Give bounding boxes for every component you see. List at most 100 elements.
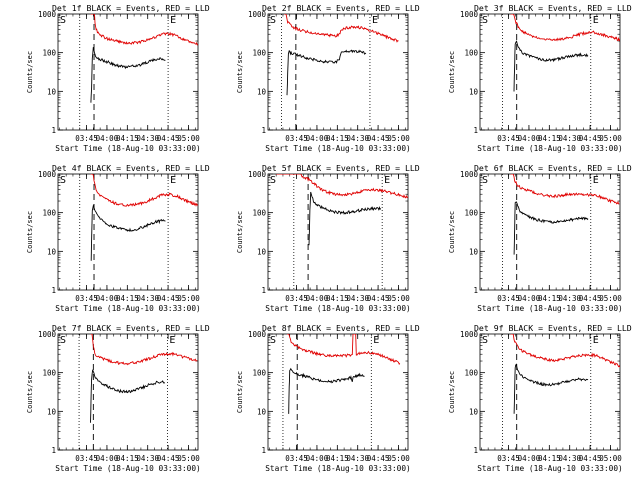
series-line-lld [276,174,408,199]
y-axis-label: Counts/sec [448,371,456,413]
end-marker-label: E [593,15,599,26]
y-tick-label: 100 [42,209,56,218]
chart-title: Det 1f BLACK = Events, RED = LLD [52,3,210,13]
x-tick-label: 05:00 [177,454,200,463]
x-tick-label: 04:15 [116,294,139,303]
x-tick-label: 04:15 [116,134,139,143]
y-tick-label: 10 [257,87,267,96]
start-marker-label: S [60,335,66,346]
x-tick-label: 04:30 [136,454,159,463]
series-line-lld [284,14,399,43]
series-line-events [90,204,166,261]
series-line-lld [510,334,620,368]
series-line-lld [90,14,198,46]
chart-panel-7: Det 7f BLACK = Events, RED = LLD 1 10 100 10… [26,323,210,473]
x-axis-label: Start Time (18-Aug-10 03:33:00) [265,144,411,153]
series-group [90,14,198,103]
x-tick-label: 03:45 [497,294,520,303]
series-line-events [286,49,367,96]
x-axis-label: Start Time (18-Aug-10 03:33:00) [477,144,623,153]
end-marker-label: E [373,335,379,346]
y-axis-label: Counts/sec [448,51,456,93]
x-tick-label: 03:45 [285,134,308,143]
start-marker-label: S [270,15,276,26]
y-tick-label: 1 [261,446,266,455]
x-tick-label: 04:15 [538,134,561,143]
y-axis-label: Counts/sec [236,211,244,253]
y-tick-label: 1 [51,446,56,455]
series-line-lld [90,174,198,207]
x-tick-label: 03:45 [285,454,308,463]
plot-frame [57,333,199,451]
start-marker-label: S [270,175,276,186]
end-marker-label: E [593,175,599,186]
series-line-events [288,367,365,414]
chart-title: Det 6f BLACK = Events, RED = LLD [474,163,632,173]
end-marker-label: E [169,335,175,346]
y-tick-label: 100 [252,209,266,218]
series-group [90,174,198,261]
x-tick-label: 04:45 [157,294,180,303]
series-line-events [90,369,166,423]
x-tick-label: 05:00 [599,134,622,143]
y-tick-label: 1 [473,446,478,455]
start-marker-label: S [60,175,66,186]
chart-panel-8: Det 8f BLACK = Events, RED = LLD 1 10 100 10… [236,323,420,473]
series-line-events [90,46,166,103]
y-tick-label: 100 [464,209,478,218]
x-axis-label: Start Time (18-Aug-10 03:33:00) [55,304,201,313]
x-tick-label: 04:45 [367,454,390,463]
chart-title: Det 8f BLACK = Events, RED = LLD [262,323,420,333]
x-tick-label: 04:00 [518,454,541,463]
x-tick-label: 04:45 [579,454,602,463]
y-tick-label: 100 [42,369,56,378]
x-tick-label: 04:15 [326,294,349,303]
series-group [510,14,620,92]
plot-frame [479,13,621,131]
x-tick-label: 03:45 [285,294,308,303]
chart-title: Det 2f BLACK = Events, RED = LLD [262,3,420,13]
series-line-events [308,191,382,246]
y-tick-label: 10 [47,87,57,96]
x-tick-label: 04:30 [346,294,369,303]
chart-title: Det 4f BLACK = Events, RED = LLD [52,163,210,173]
x-tick-label: 04:00 [96,134,119,143]
series-line-lld [510,14,620,42]
series-line-lld [90,334,198,366]
y-tick-label: 1000 [460,170,479,179]
x-tick-label: 04:30 [558,454,581,463]
chart-panel-2: Det 2f BLACK = Events, RED = LLD 1 10 100 10… [236,3,420,153]
end-marker-label: E [170,15,176,26]
x-tick-label: 05:00 [387,454,410,463]
x-tick-label: 04:00 [306,294,329,303]
x-tick-label: 04:45 [579,134,602,143]
x-tick-label: 04:00 [518,294,541,303]
chart-panel-1: Det 1f BLACK = Events, RED = LLD 1 10 100 10… [26,3,210,153]
chart-panel-9: Det 9f BLACK = Events, RED = LLD 1 10 100 10… [448,323,632,473]
x-tick-label: 04:45 [157,454,180,463]
series-group [287,334,401,414]
x-tick-label: 04:15 [326,454,349,463]
series-group [284,14,399,96]
plot-frame [267,333,409,451]
chart-title: Det 7f BLACK = Events, RED = LLD [52,323,210,333]
chart-title: Det 5f BLACK = Events, RED = LLD [262,163,420,173]
y-tick-label: 100 [42,49,56,58]
chart-title: Det 9f BLACK = Events, RED = LLD [474,323,632,333]
y-tick-label: 1 [261,286,266,295]
y-tick-label: 1 [51,286,56,295]
series-group [510,174,620,255]
y-tick-label: 1000 [248,10,267,19]
y-tick-label: 1 [261,126,266,135]
start-marker-label: S [482,335,488,346]
plot-frame [267,173,409,291]
y-axis-label: Counts/sec [26,211,34,253]
end-marker-label: E [384,175,390,186]
y-tick-label: 10 [469,407,479,416]
x-axis-label: Start Time (18-Aug-10 03:33:00) [55,464,201,473]
x-tick-label: 05:00 [387,134,410,143]
plot-frame [267,13,409,131]
x-tick-label: 05:00 [177,134,200,143]
y-tick-label: 100 [464,369,478,378]
